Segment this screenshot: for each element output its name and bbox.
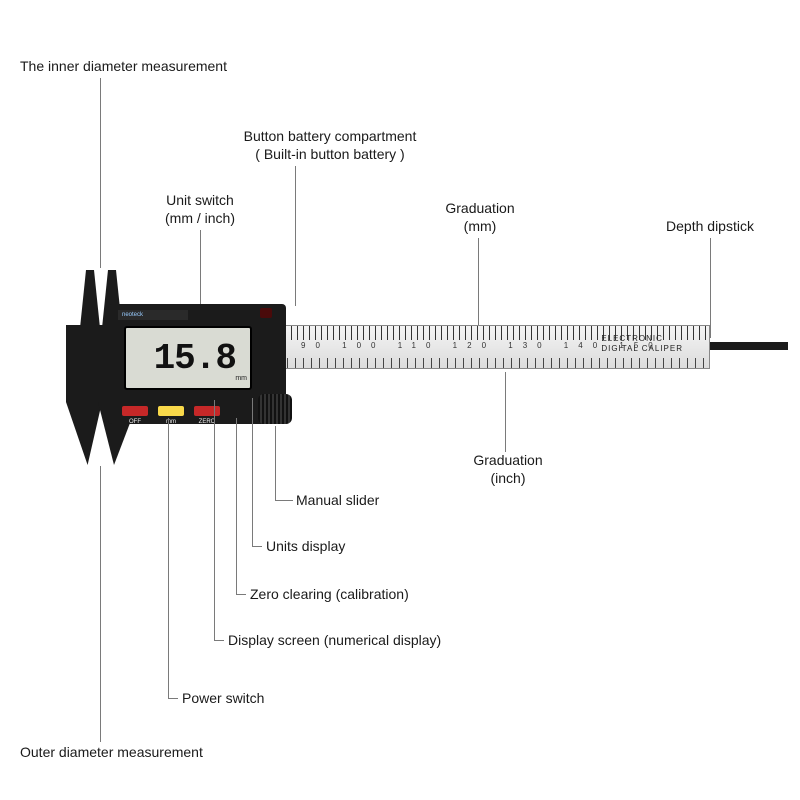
- leader-display-h: [214, 640, 224, 641]
- thumb-wheel[interactable]: [258, 394, 292, 424]
- lcd-units: mm: [235, 375, 247, 382]
- leader-display: [214, 400, 215, 640]
- lcd-display: 15.8 mm: [124, 326, 252, 390]
- unit-button[interactable]: [158, 406, 184, 416]
- leader-outer-diameter: [100, 466, 101, 742]
- power-button[interactable]: [122, 406, 148, 416]
- unit-button-label: mm: [158, 419, 184, 425]
- label-manual-slider: Manual slider: [296, 492, 379, 510]
- depth-rod: [710, 342, 788, 350]
- leader-zero: [236, 418, 237, 594]
- label-depth-dipstick: Depth dipstick: [640, 218, 780, 236]
- label-display-screen: Display screen (numerical display): [228, 632, 441, 650]
- product-text-line2: DIGITAL CALIPER: [601, 344, 683, 353]
- label-units-display: Units display: [266, 538, 345, 556]
- leader-zero-h: [236, 594, 246, 595]
- brand-strip: neoteck: [118, 310, 188, 320]
- battery-cover: [260, 308, 272, 318]
- zero-button-label: ZERO: [194, 419, 220, 425]
- leader-units-display-h: [252, 546, 262, 547]
- label-inner-diameter: The inner diameter measurement: [20, 58, 227, 76]
- leader-graduation-inch: [505, 372, 506, 452]
- lcd-readout: 15.8: [154, 338, 236, 379]
- inner-jaw-fixed: [80, 270, 100, 328]
- outer-jaw-fixed: [66, 325, 102, 465]
- label-graduation-inch: Graduation (inch): [448, 452, 568, 487]
- leader-manual-slider-h: [275, 500, 293, 501]
- product-text-line1: ELECTRONIC: [601, 334, 663, 343]
- caliper-illustration: 90 100 110 120 130 140 150 ELECTRONIC DI…: [40, 260, 760, 500]
- leader-inner-diameter: [100, 78, 101, 268]
- caliper-head: neoteck 15.8 mm OFF mm ZERO: [40, 260, 260, 442]
- leader-power: [168, 418, 169, 698]
- slider-body: neoteck 15.8 mm OFF mm ZERO: [108, 304, 286, 424]
- label-outer-diameter: Outer diameter measurement: [20, 744, 203, 762]
- label-graduation-mm: Graduation (mm): [420, 200, 540, 235]
- product-text: ELECTRONIC DIGITAL CALIPER: [601, 334, 683, 355]
- leader-power-h: [168, 698, 178, 699]
- label-zero-clearing: Zero clearing (calibration): [250, 586, 409, 604]
- label-power-switch: Power switch: [182, 690, 264, 708]
- label-unit-switch: Unit switch (mm / inch): [140, 192, 260, 227]
- label-battery-compartment: Button battery compartment ( Built-in bu…: [210, 128, 450, 163]
- leader-units-display: [252, 398, 253, 546]
- zero-button[interactable]: [194, 406, 220, 416]
- leader-manual-slider: [275, 426, 276, 500]
- power-button-label: OFF: [122, 419, 148, 425]
